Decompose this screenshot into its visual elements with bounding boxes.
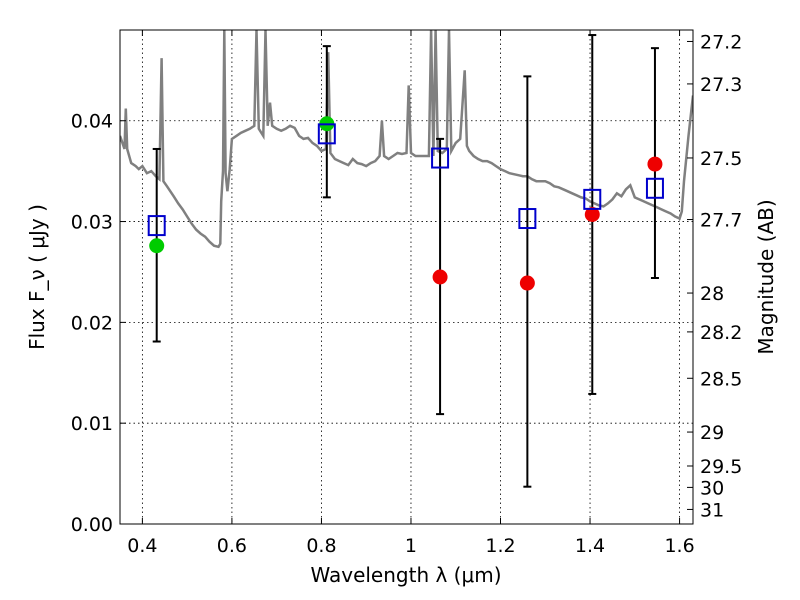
photometry-point [647, 156, 663, 172]
model-flux-square [583, 188, 602, 210]
magnitude-tick-label: 27.5 [700, 148, 742, 170]
photometry-point [584, 206, 600, 222]
photometry-point [149, 238, 165, 254]
magnitude-tick-label: 27.7 [700, 210, 742, 232]
x-tick-label: 0.6 [217, 535, 247, 557]
photometry-point [519, 275, 535, 291]
magnitude-tick-label: 28.5 [700, 368, 742, 390]
x-tick-label: 1.6 [664, 535, 694, 557]
x-axis-label: Wavelength λ (μm) [310, 563, 501, 587]
plot-frame [119, 29, 694, 525]
magnitude-tick-label: 27.3 [700, 74, 742, 96]
magnitude-tick-label: 29.5 [700, 456, 742, 478]
y-tick-label: 0.04 [71, 111, 113, 133]
magnitude-tick-label: 29 [700, 422, 724, 444]
y-axis-label: Flux F_ν ( μJy ) [25, 204, 49, 350]
x-tick-label: 0.8 [306, 535, 336, 557]
x-tick-label: 0.4 [127, 535, 157, 557]
x-tick-label: 1.4 [575, 535, 605, 557]
magnitude-tick-label: 31 [700, 499, 724, 521]
x-tick-label: 1.2 [485, 535, 515, 557]
y-axis-right-label: Magnitude (AB) [754, 199, 778, 354]
model-flux-square [431, 147, 450, 169]
y-tick-label: 0.00 [71, 514, 113, 536]
y-tick-label: 0.03 [71, 212, 113, 234]
model-flux-square [147, 215, 166, 237]
y-tick-label: 0.02 [71, 312, 113, 334]
x-tick-label: 1 [405, 535, 417, 557]
model-flux-square [645, 177, 664, 199]
plot-area [120, 30, 693, 488]
model-flux-square [518, 208, 537, 230]
template-spectrum-line [120, 30, 693, 249]
grid-lines [120, 30, 693, 525]
model-flux-square [317, 123, 336, 145]
magnitude-tick-label: 30 [700, 477, 724, 499]
magnitude-tick-label: 28 [700, 283, 724, 305]
magnitude-tick-label: 28.2 [700, 322, 742, 344]
magnitude-tick-label: 27.2 [700, 31, 742, 53]
y-tick-label: 0.01 [71, 413, 113, 435]
axis-ticks: 0.4 0.6 0.8 1 1.2 1.4 1.6 0.00 0.01 0.02 0.03 0.04 2… [71, 30, 742, 557]
photometry-point [432, 269, 448, 285]
